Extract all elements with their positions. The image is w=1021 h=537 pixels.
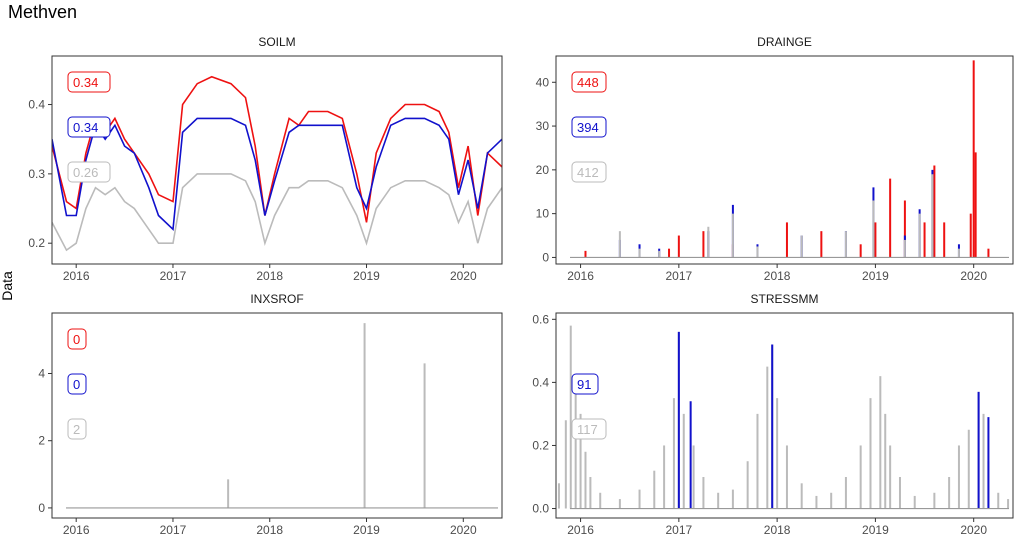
x-tick-label: 2018 — [256, 269, 283, 283]
x-tick-label: 2020 — [450, 523, 477, 537]
x-tick-label: 2017 — [665, 523, 692, 537]
annotation-box — [67, 328, 87, 350]
x-tick-label: 2019 — [353, 269, 380, 283]
annotation-label: 0.34 — [73, 75, 98, 90]
series-line-red — [52, 75, 502, 223]
annotation-box — [67, 373, 87, 395]
x-tick-label: 2017 — [160, 269, 187, 283]
y-tick-label: 10 — [536, 207, 550, 221]
x-tick-label: 2017 — [665, 269, 692, 283]
panel-soilm: SOILM 0.34 0.34 0.26 2016 2017 2018 2019 2020 0.2… — [28, 35, 503, 283]
x-tick-label: 2018 — [764, 269, 791, 283]
panel-frame — [51, 312, 503, 519]
annotation-box — [571, 161, 607, 183]
annotation-box — [571, 116, 607, 138]
x-tick-label: 2019 — [862, 269, 889, 283]
y-tick-label: 30 — [536, 119, 550, 133]
x-tick-label: 2020 — [960, 523, 987, 537]
x-tick-label: 2019 — [862, 523, 889, 537]
y-tick-label: 4 — [38, 366, 45, 380]
panel-drainge: DRAINGE 448 394 412 2016 2017 2018 2019 2020 0 10 2… — [536, 35, 1014, 283]
figure-title: Methven — [8, 2, 78, 22]
annotation-box — [67, 161, 111, 183]
y-tick-label: 0 — [542, 250, 549, 264]
annotation-label: 0.34 — [73, 120, 98, 135]
y-tick-label: 40 — [536, 75, 550, 89]
x-tick-label: 2020 — [450, 269, 477, 283]
y-tick-label: 0 — [38, 501, 45, 515]
panel-title: INXSROF — [250, 292, 303, 306]
panel-frame — [555, 55, 1014, 265]
annotation-box — [571, 71, 607, 93]
x-tick-label: 2016 — [567, 523, 594, 537]
x-tick-label: 2016 — [63, 523, 90, 537]
plot-area — [570, 60, 1009, 259]
annotation-label: 2 — [73, 422, 80, 437]
annotation-label: 394 — [577, 120, 599, 135]
panel-title: STRESSMM — [750, 292, 818, 306]
panel-title: SOILM — [258, 35, 295, 49]
panel-inxsrof: INXSROF 0 0 2 2016 2017 2018 2019 2020 0 2 4 — [38, 292, 503, 537]
plot-area — [557, 325, 1010, 510]
y-tick-label: 2 — [38, 434, 45, 448]
panel-title: DRAINGE — [757, 35, 812, 49]
y-tick-label: 0.4 — [532, 375, 549, 389]
series-line-blue — [52, 117, 502, 232]
y-tick-label: 0.0 — [532, 502, 549, 516]
plot-area — [52, 75, 502, 252]
y-tick-label: 0.2 — [28, 236, 45, 250]
series-line-grey — [52, 173, 502, 252]
annotation-box — [67, 418, 87, 440]
x-tick-label: 2020 — [960, 269, 987, 283]
plot-area — [66, 323, 498, 509]
y-tick-label: 0.3 — [28, 167, 45, 181]
y-tick-label: 20 — [536, 163, 550, 177]
annotation-box — [67, 71, 111, 93]
annotation-label: 91 — [577, 377, 591, 392]
annotation-box — [571, 418, 607, 440]
annotation-label: 0 — [73, 377, 80, 392]
y-tick-label: 0.2 — [532, 438, 549, 452]
annotation-label: 448 — [577, 75, 599, 90]
annotation-box — [67, 116, 111, 138]
panel-frame — [51, 55, 503, 265]
panel-stressmm: STRESSMM 91 117 2016 2017 2018 2019 2020 0.0 0.2 0… — [532, 292, 1014, 537]
y-tick-label: 0.6 — [532, 312, 549, 326]
annotation-label: 412 — [577, 165, 599, 180]
x-tick-label: 2017 — [160, 523, 187, 537]
x-tick-label: 2016 — [567, 269, 594, 283]
annotation-label: 0 — [73, 332, 80, 347]
annotation-label: 0.26 — [73, 165, 98, 180]
annotation-label: 117 — [577, 422, 598, 437]
x-tick-label: 2018 — [764, 523, 791, 537]
y-tick-label: 0.4 — [28, 98, 45, 112]
annotation-box — [571, 373, 599, 395]
x-tick-label: 2016 — [63, 269, 90, 283]
panel-frame — [555, 312, 1014, 519]
x-tick-label: 2018 — [256, 523, 283, 537]
x-tick-label: 2019 — [353, 523, 380, 537]
